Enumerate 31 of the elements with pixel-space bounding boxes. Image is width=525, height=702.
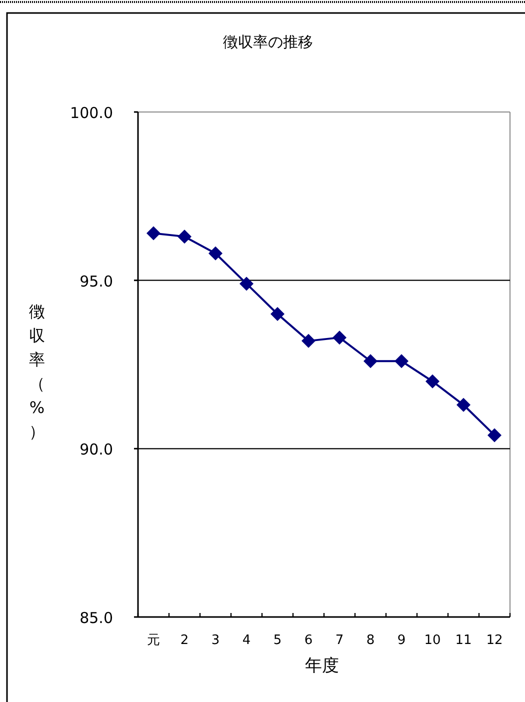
x-tick-label: 7 [335, 633, 344, 648]
point [426, 374, 440, 388]
x-tick-label: 9 [397, 633, 406, 648]
point [456, 398, 470, 412]
point [394, 354, 408, 368]
point [364, 354, 378, 368]
point [146, 226, 160, 240]
x-tick-label: 5 [273, 633, 282, 648]
x-tick-label: 元 [147, 633, 160, 648]
chart-title: 徴収率の推移 [223, 33, 313, 51]
y-axis-title: 徴収率（%） [29, 302, 45, 441]
x-tick-label: 10 [424, 633, 441, 648]
y-tick-label: 85.0 [80, 609, 113, 627]
x-tick-label: 8 [366, 633, 375, 648]
point [208, 246, 222, 260]
y-tick-label: 100.0 [70, 104, 113, 122]
x-tick-label: 2 [180, 633, 189, 648]
y-tick-label: 95.0 [80, 272, 113, 290]
x-tick-label: 6 [304, 633, 313, 648]
point [270, 307, 284, 321]
x-tick-label: 3 [211, 633, 220, 648]
x-tick-label: 12 [486, 633, 503, 648]
x-tick-label: 11 [455, 633, 472, 648]
point [178, 230, 192, 244]
point [240, 276, 254, 291]
y-tick-label: 90.0 [80, 440, 113, 459]
point [302, 334, 316, 348]
point [332, 330, 346, 345]
x-tick-label: 4 [242, 633, 251, 648]
x-axis-title: 年度 [305, 656, 339, 676]
point [488, 428, 502, 442]
